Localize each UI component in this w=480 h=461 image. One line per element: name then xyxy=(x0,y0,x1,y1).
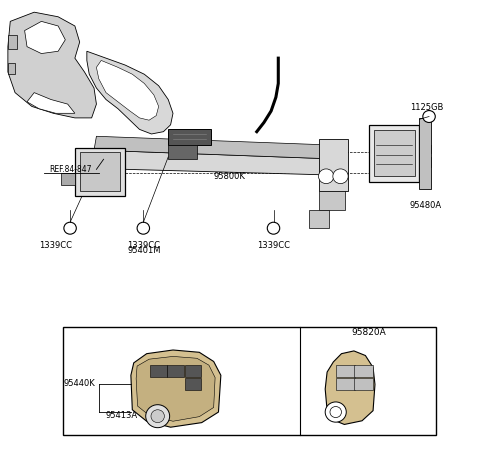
Text: 95800K: 95800K xyxy=(214,172,246,181)
Polygon shape xyxy=(420,118,432,189)
Text: 1339CC: 1339CC xyxy=(257,241,290,250)
Text: 95401M: 95401M xyxy=(128,246,161,254)
Polygon shape xyxy=(96,60,158,120)
Polygon shape xyxy=(94,136,343,159)
Polygon shape xyxy=(136,356,215,421)
Circle shape xyxy=(146,405,169,428)
Bar xyxy=(63,327,436,435)
Polygon shape xyxy=(87,51,173,134)
Circle shape xyxy=(319,169,334,183)
Polygon shape xyxy=(369,125,420,182)
Polygon shape xyxy=(8,35,17,49)
Polygon shape xyxy=(60,173,75,184)
Polygon shape xyxy=(131,350,221,427)
Circle shape xyxy=(64,222,76,234)
Circle shape xyxy=(333,169,348,183)
Polygon shape xyxy=(420,157,432,167)
Circle shape xyxy=(137,222,150,234)
Polygon shape xyxy=(168,146,197,159)
Polygon shape xyxy=(24,21,65,53)
Polygon shape xyxy=(8,63,15,74)
Text: 95820A: 95820A xyxy=(352,328,386,337)
Polygon shape xyxy=(374,130,415,176)
Polygon shape xyxy=(80,153,120,191)
Polygon shape xyxy=(151,365,167,377)
Text: 95413A: 95413A xyxy=(106,411,138,420)
Text: 1339CC: 1339CC xyxy=(127,241,160,250)
Circle shape xyxy=(330,407,341,418)
Text: 95440K: 95440K xyxy=(64,378,96,388)
Polygon shape xyxy=(336,378,355,390)
Polygon shape xyxy=(310,210,328,228)
Polygon shape xyxy=(336,365,355,377)
Text: 1339CC: 1339CC xyxy=(39,241,72,250)
Circle shape xyxy=(151,410,164,423)
Polygon shape xyxy=(325,351,375,425)
Text: REF.84-847: REF.84-847 xyxy=(49,165,91,174)
Polygon shape xyxy=(354,365,373,377)
Text: 1125GB: 1125GB xyxy=(410,103,444,112)
Polygon shape xyxy=(167,365,183,377)
Polygon shape xyxy=(75,148,125,196)
Polygon shape xyxy=(168,130,211,146)
Polygon shape xyxy=(185,365,201,377)
Polygon shape xyxy=(185,378,201,390)
Text: 95480A: 95480A xyxy=(410,201,442,210)
Polygon shape xyxy=(420,146,432,154)
Polygon shape xyxy=(8,12,96,118)
Polygon shape xyxy=(27,93,75,113)
Circle shape xyxy=(423,111,435,123)
Polygon shape xyxy=(94,150,343,175)
Polygon shape xyxy=(319,191,345,210)
Polygon shape xyxy=(319,139,348,191)
Circle shape xyxy=(267,222,280,234)
Circle shape xyxy=(325,402,346,422)
Polygon shape xyxy=(354,378,373,390)
